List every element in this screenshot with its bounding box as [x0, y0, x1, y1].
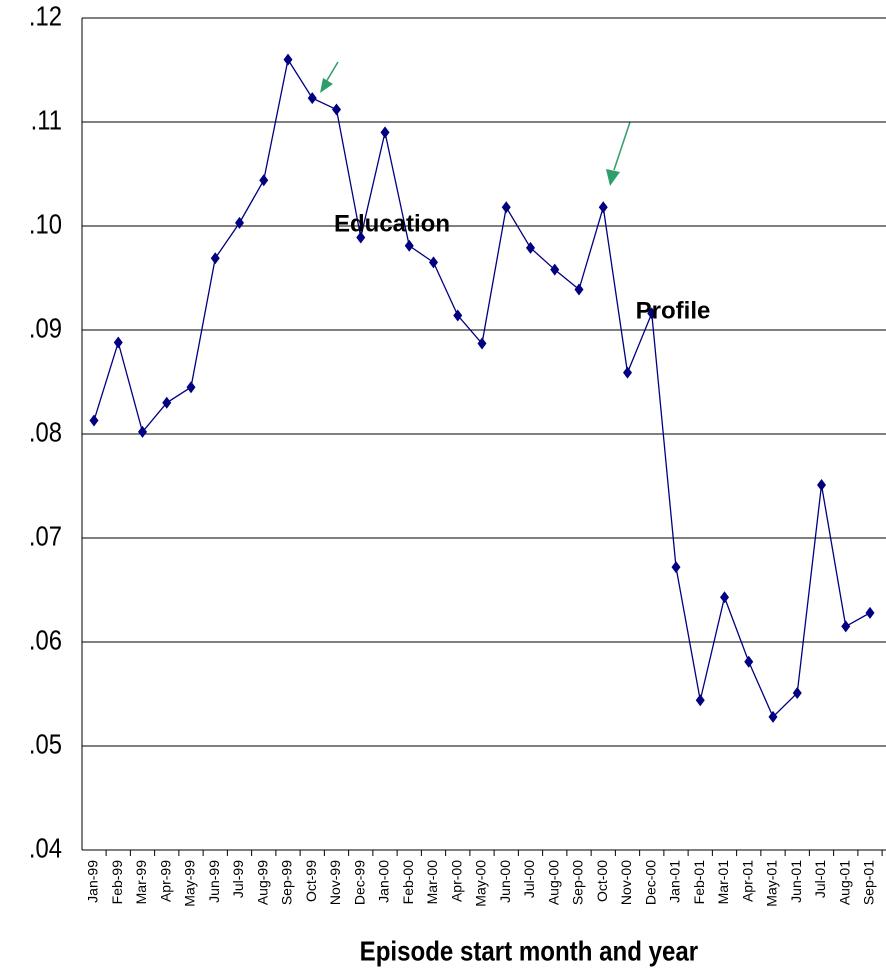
y-tick-label: .08 — [29, 416, 62, 448]
x-tick-label: Mar-00 — [424, 860, 440, 905]
annotation: Education — [334, 210, 450, 237]
x-tick-label: Dec-00 — [642, 860, 658, 905]
marker — [865, 606, 875, 619]
x-tick-label: Dec-99 — [351, 860, 367, 905]
y-tick-label: .10 — [29, 208, 62, 240]
marker — [404, 239, 414, 252]
marker — [841, 620, 851, 633]
y-tick-label: .07 — [29, 520, 62, 552]
marker — [598, 201, 608, 214]
marker — [647, 307, 657, 320]
x-tick-label: May-00 — [473, 860, 489, 907]
y-tick-label: .04 — [29, 832, 62, 864]
x-tick-label: Sep-00 — [570, 860, 586, 905]
marker — [550, 263, 560, 276]
x-tick-label: Sep-01 — [861, 860, 877, 905]
marker — [792, 686, 802, 699]
annotation: Profile — [636, 297, 711, 324]
marker — [817, 478, 826, 491]
marker — [113, 336, 123, 349]
marker — [162, 396, 172, 409]
x-axis-label: Episode start month and year — [360, 935, 698, 967]
x-tick-label: May-01 — [764, 860, 780, 907]
y-tick-label: .09 — [29, 312, 62, 344]
x-tick-label: Apr-99 — [157, 860, 173, 902]
marker — [429, 256, 438, 269]
x-tick-label: Sep-99 — [279, 860, 295, 905]
x-tick-label: Jun-99 — [206, 860, 222, 903]
marker — [283, 53, 293, 66]
marker — [744, 655, 754, 668]
marker — [380, 126, 390, 139]
line — [93, 57, 871, 719]
x-tick-label: May-99 — [182, 860, 198, 907]
x-tick-label: Jan-00 — [376, 860, 392, 903]
marker — [332, 103, 341, 116]
marker — [138, 425, 147, 438]
x-tick-label: Aug-99 — [254, 860, 270, 905]
marker — [768, 710, 778, 723]
y-tick-label: .06 — [29, 624, 62, 656]
marker — [453, 309, 463, 322]
x-tick-label: Feb-99 — [109, 860, 125, 905]
x-tick-label: Jan-01 — [667, 860, 683, 903]
x-tick-label: Jul-00 — [521, 860, 537, 898]
marker — [259, 174, 269, 187]
x-tick-label: Mar-99 — [133, 860, 149, 905]
marker — [574, 283, 584, 296]
marker — [501, 201, 511, 214]
marker — [671, 561, 681, 574]
marker — [89, 414, 99, 427]
x-tick-label: Aug-00 — [545, 860, 561, 905]
marker — [210, 252, 220, 265]
y-tick-label: .05 — [29, 728, 62, 760]
arrow — [325, 61, 339, 83]
x-tick-label: Apr-01 — [739, 860, 755, 902]
marker — [307, 92, 317, 105]
y-tick-label: .11 — [31, 104, 62, 136]
x-tick-label: Jan-99 — [85, 860, 101, 903]
marker — [526, 241, 535, 254]
x-tick-label: Feb-01 — [691, 860, 707, 905]
x-tick-label: Aug-01 — [836, 860, 852, 905]
arrow-head — [320, 78, 333, 93]
marker — [695, 694, 705, 707]
x-tick-label: Apr-00 — [448, 860, 464, 902]
marker — [623, 366, 632, 379]
y-tick-label: .12 — [29, 0, 62, 32]
x-tick-label: Mar-01 — [715, 860, 731, 905]
x-tick-label: Nov-99 — [327, 860, 343, 905]
marker — [186, 381, 196, 394]
x-tick-label: Feb-00 — [400, 860, 416, 905]
arrow — [613, 121, 631, 171]
x-tick-label: Jun-01 — [788, 860, 804, 903]
marker — [720, 591, 729, 604]
marker — [356, 231, 366, 244]
arrow-head — [606, 169, 620, 186]
marker — [235, 216, 244, 229]
x-tick-label: Jul-01 — [812, 860, 828, 898]
marker — [477, 337, 487, 350]
x-tick-label: Oct-00 — [594, 860, 610, 902]
arrows — [320, 61, 631, 186]
x-tick-label: Nov-00 — [618, 860, 634, 905]
x-tick-label: Jun-00 — [497, 860, 513, 903]
x-tick-label: Oct-99 — [303, 860, 319, 902]
x-tick-label: Jul-99 — [230, 860, 246, 898]
